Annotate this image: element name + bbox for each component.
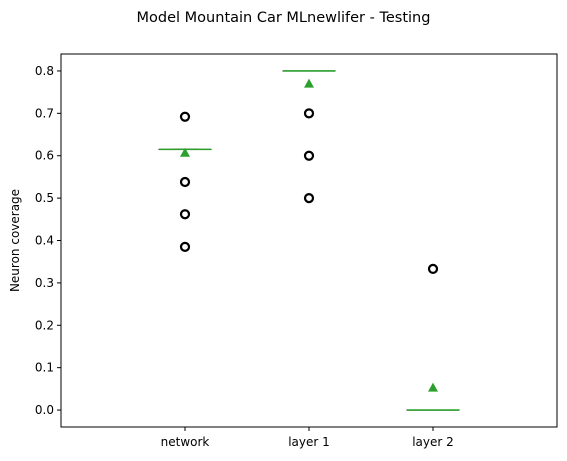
box-series	[158, 70, 460, 411]
box-0	[158, 111, 212, 252]
y-tick-label: 0.1	[35, 361, 54, 375]
y-tick-label: 0.4	[35, 234, 54, 248]
y-tick-label: 0.3	[35, 276, 54, 290]
y-tick-label: 0.2	[35, 318, 54, 332]
outlier-point	[179, 209, 191, 220]
x-tick-label: network	[161, 435, 210, 449]
outlier-point	[179, 241, 191, 252]
mean-marker	[180, 147, 190, 157]
outlier-point	[179, 176, 191, 188]
outlier-point	[303, 150, 315, 161]
x-tick-label: layer 1	[288, 435, 330, 449]
mean-marker	[304, 78, 314, 88]
x-axis: network layer 1 layer 2	[161, 427, 454, 449]
y-tick-label: 0.5	[35, 191, 54, 205]
y-tick-label: 0.0	[35, 403, 54, 417]
y-axis-label: Neuron coverage	[8, 189, 22, 292]
box-2	[406, 263, 460, 411]
outlier-point	[179, 111, 191, 122]
chart-title: Model Mountain Car MLnewlifer - Testing	[137, 10, 431, 26]
box-1	[282, 70, 336, 204]
y-tick-label: 0.6	[35, 149, 54, 163]
outlier-point	[303, 108, 315, 119]
y-axis: 0.0 0.1 0.2 0.3 0.4 0.5 0.6 0.7 0.8	[35, 64, 61, 417]
x-tick-label: layer 2	[412, 435, 454, 449]
y-tick-label: 0.8	[35, 64, 54, 78]
y-tick-label: 0.7	[35, 106, 54, 120]
mean-marker	[428, 382, 438, 392]
outlier-point	[427, 263, 439, 274]
outlier-point	[303, 193, 315, 204]
